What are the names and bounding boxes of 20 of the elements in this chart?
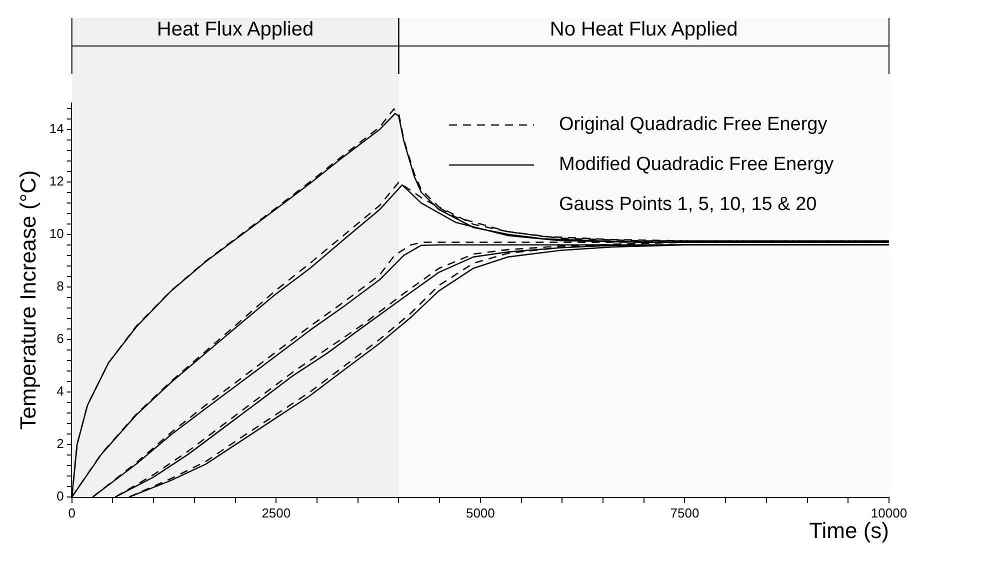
annotation: Gauss Points 1, 5, 10, 15 & 20: [559, 194, 817, 216]
legend-label: Original Quadradic Free Energy: [559, 114, 828, 136]
y-tick-label: 2: [56, 436, 64, 452]
x-tick-label: 7500: [670, 505, 700, 520]
x-tick-label: 0: [68, 505, 76, 520]
x-tick-label: 5000: [466, 505, 495, 520]
y-tick-label: 6: [56, 330, 64, 346]
y-tick-label: 8: [56, 278, 64, 294]
x-axis-title: Time (s): [809, 518, 889, 543]
y-tick-label: 10: [49, 226, 64, 241]
y-tick-label: 0: [56, 488, 64, 504]
x-tick-label: 2500: [262, 505, 291, 520]
y-axis-title: Temperature Increase (°C): [15, 170, 40, 430]
band-label: No Heat Flux Applied: [550, 18, 738, 41]
y-tick-label: 12: [49, 173, 64, 188]
y-tick-label: 4: [56, 384, 64, 399]
y-tick-label: 14: [49, 120, 64, 136]
legend-label: Modified Quadradic Free Energy: [559, 154, 834, 176]
x-tick-label: 10000: [870, 505, 908, 520]
band-label: Heat Flux Applied: [156, 18, 314, 41]
